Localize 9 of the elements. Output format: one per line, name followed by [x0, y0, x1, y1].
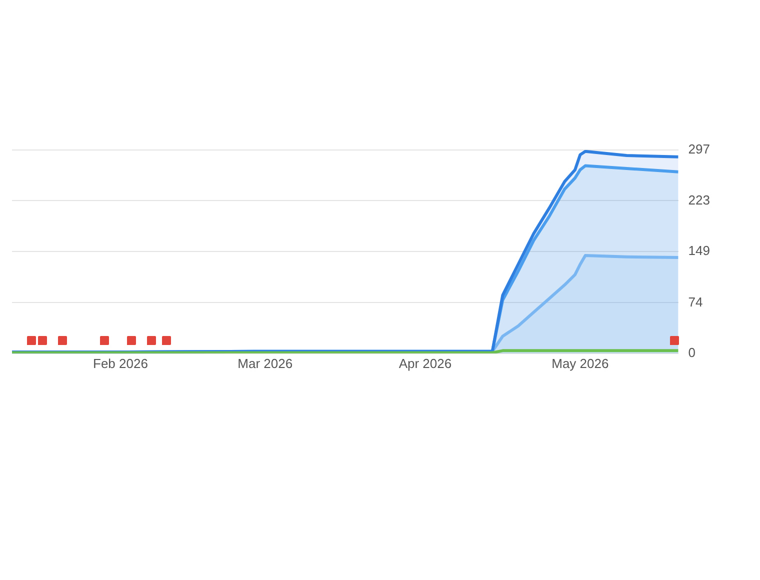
- x-tick-label: May 2026: [552, 356, 609, 371]
- x-tick-label: Feb 2026: [93, 356, 148, 371]
- y-tick-label: 297: [688, 142, 710, 157]
- y-tick-label: 0: [688, 344, 696, 360]
- x-tick-label: Apr 2026: [398, 356, 452, 371]
- y-tick-label: 223: [688, 192, 710, 208]
- y-tick-label: 74: [688, 294, 703, 310]
- x-tick-label: Mar 2026: [238, 356, 293, 371]
- y-tick-label: 149: [688, 242, 710, 258]
